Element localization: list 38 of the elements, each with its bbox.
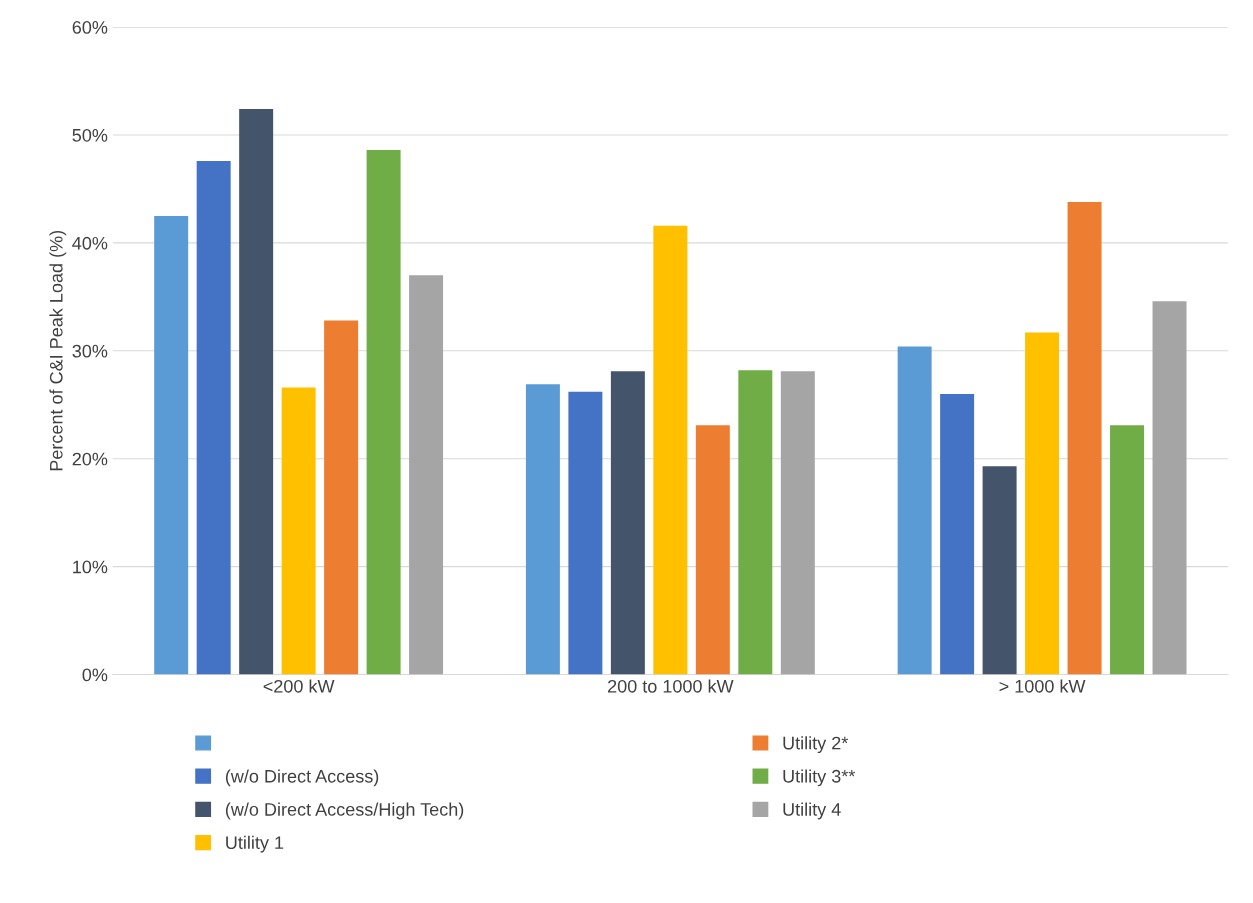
bar [281,387,316,675]
x-tick-label: 200 to 1000 kW [608,679,734,693]
legend-label: Utility 4 [783,802,841,820]
bar [1067,201,1102,675]
legend-label: Utility 2* [783,736,849,754]
bar [982,466,1017,675]
y-tick-label: 20% [72,452,108,466]
bar [154,215,189,675]
y-tick-label: 0% [82,668,108,682]
y-tick-label: 30% [72,344,108,358]
bar [239,109,274,675]
x-tick-label: <200 kW [263,679,335,693]
bar [940,393,975,675]
y-axis-title: Percent of C&I Peak Load (%) [49,231,67,471]
legend-label: Utility 3** [783,769,856,787]
y-tick-label: 50% [72,128,108,142]
x-tick-label: > 1000 kW [999,679,1086,693]
bar [780,371,815,675]
bar [1152,301,1187,675]
bar [1110,425,1145,675]
bar [653,225,688,675]
bar [897,346,932,675]
y-tick-label: 10% [73,560,108,574]
bar [1025,332,1060,675]
y-tick-label: 60% [72,21,108,34]
bar [366,150,401,675]
bar [324,320,359,675]
legend-label: (w/o Direct Access) [225,769,379,787]
bar [568,391,603,675]
legend-label: Utility 1 [226,835,284,853]
bar [610,371,645,675]
bar [409,275,444,675]
bar [196,160,231,675]
y-tick-label: 40% [72,236,108,250]
legend-label: (w/o Direct Access/High Tech) [225,802,464,820]
bar [738,370,773,675]
bar [695,425,730,675]
bar [525,384,560,675]
